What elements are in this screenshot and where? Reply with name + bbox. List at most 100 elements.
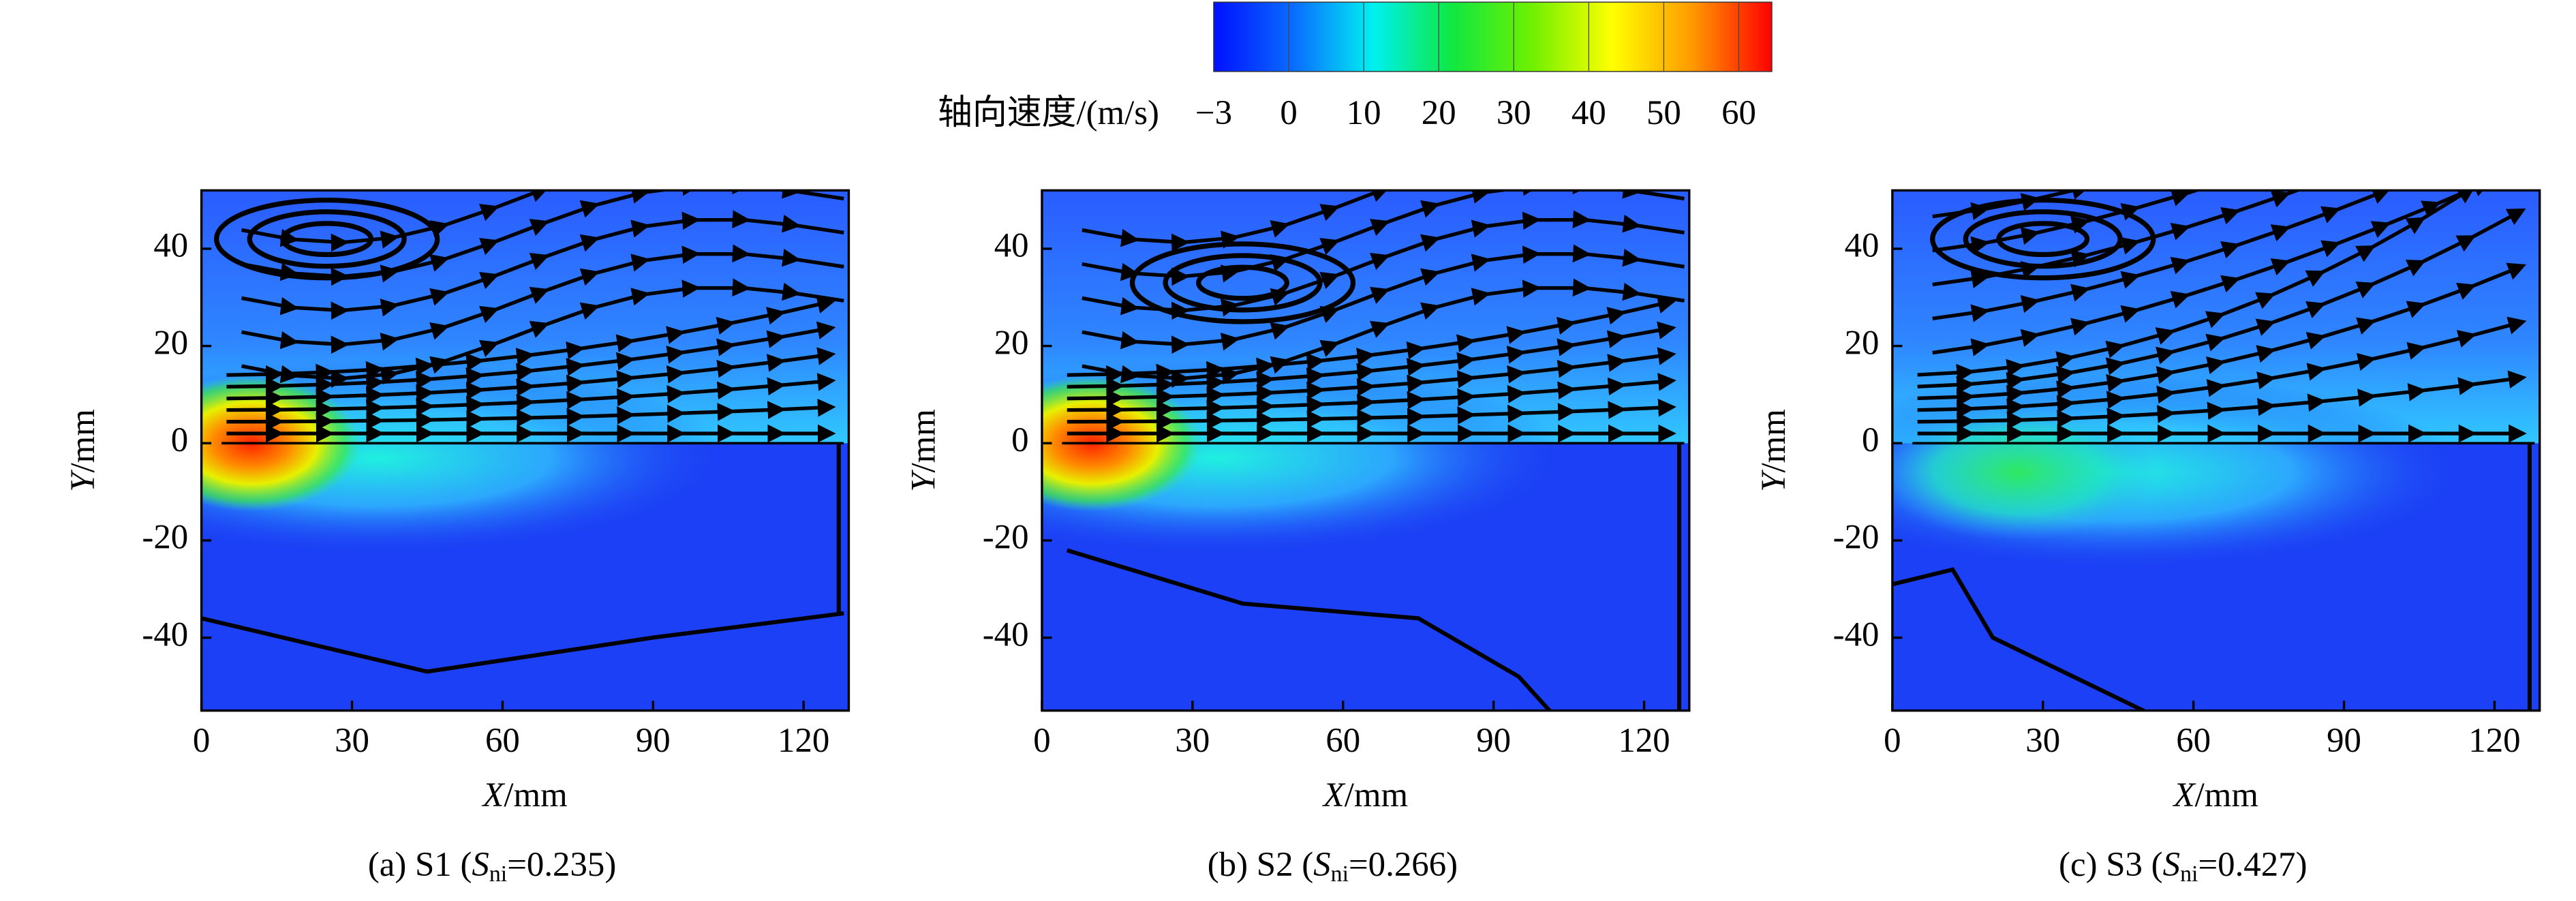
y-tick-label: -40: [983, 615, 1029, 654]
vortex: [1996, 221, 2090, 258]
x-tick-label: 30: [2025, 722, 2060, 760]
x-axis-var: X: [481, 776, 505, 814]
y-axis-unit: /mm: [1755, 409, 1793, 472]
caption-prefix: (a) S1 (: [368, 845, 472, 883]
colorbar-tick-label: 20: [1422, 94, 1456, 132]
x-tick-label: 120: [778, 722, 829, 760]
x-axis-label: X/mm: [481, 776, 567, 814]
y-axis-label: Y/mm: [904, 409, 942, 492]
contour-line: [201, 611, 844, 674]
y-tick-label: 20: [994, 324, 1029, 362]
x-tick-label: 120: [2468, 722, 2520, 760]
streamline: [1082, 190, 1642, 252]
colorbar: [1213, 1, 1773, 72]
heatmap: [201, 190, 849, 711]
y-tick-label: 20: [153, 324, 188, 362]
colorbar-tick-label: 0: [1280, 94, 1297, 132]
caption-suffix: =0.266): [1349, 845, 1458, 883]
caption-symbol: S: [472, 845, 489, 883]
caption: (b) S2 (Sni=0.266): [1208, 845, 1458, 886]
caption-prefix: (b) S2 (: [1208, 845, 1313, 883]
vortex: [247, 209, 407, 269]
y-tick-label: 0: [1862, 421, 1879, 459]
contour-line: [1066, 548, 1552, 711]
y-axis-unit: /mm: [904, 409, 942, 472]
y-tick-label: -40: [142, 615, 188, 654]
x-axis-unit: /mm: [2195, 776, 2258, 814]
streamline: [241, 190, 801, 252]
y-axis-unit: /mm: [64, 409, 102, 472]
vortex: [1930, 197, 2156, 281]
y-tick-label: -40: [1833, 615, 1880, 654]
field-glow: [201, 361, 729, 555]
caption-subscript: ni: [489, 861, 507, 887]
x-axis-unit: /mm: [504, 776, 567, 814]
x-tick-label: 0: [1884, 722, 1901, 760]
x-tick-label: 60: [1325, 722, 1360, 760]
y-tick-label: 0: [171, 421, 188, 459]
streamline: [1932, 190, 2491, 254]
x-tick-label: 30: [335, 722, 369, 760]
x-tick-label: 120: [1618, 722, 1670, 760]
colorbar-label: 轴向速度/(m/s): [938, 94, 1159, 132]
colorbar-tick-label: −3: [1195, 94, 1232, 132]
vortex: [214, 197, 440, 281]
caption-prefix: (c) S3 (: [2059, 845, 2163, 883]
x-tick-label: 0: [193, 722, 210, 760]
colorbar-tick-label: 50: [1646, 94, 1681, 132]
caption-suffix: =0.427): [2198, 845, 2307, 883]
y-tick-label: 40: [153, 227, 188, 265]
y-axis-var: Y: [64, 470, 102, 492]
caption-subscript: ni: [1331, 861, 1349, 887]
caption-symbol: S: [1313, 845, 1330, 883]
x-axis-var: X: [1322, 776, 1346, 814]
colorbar-tick-label: 30: [1497, 94, 1531, 132]
field-glow: [1041, 361, 1569, 555]
caption-symbol: S: [2163, 845, 2180, 883]
plot-frame: [1041, 189, 1691, 712]
vortex: [1129, 241, 1356, 324]
caption: (c) S3 (Sni=0.427): [2059, 845, 2307, 886]
x-axis-unit: /mm: [1345, 776, 1408, 814]
y-tick-label: -20: [1833, 519, 1880, 557]
caption-suffix: =0.235): [507, 845, 616, 883]
colorbar-tick-label: 10: [1347, 94, 1381, 132]
plot-frame: [200, 189, 850, 712]
core: [1892, 404, 2159, 540]
heatmap: [1041, 190, 1689, 711]
vortex: [280, 221, 374, 258]
streamline: [1932, 190, 2491, 221]
x-tick-label: 90: [1476, 722, 1511, 760]
y-tick-label: 40: [1845, 227, 1880, 265]
caption: (a) S1 (Sni=0.235): [368, 845, 617, 886]
vortex: [1163, 253, 1323, 313]
plot-frame: [1891, 189, 2541, 712]
x-tick-label: 60: [2176, 722, 2211, 760]
y-tick-label: -20: [983, 519, 1029, 557]
contour-line: [1892, 567, 2149, 711]
x-tick-label: 60: [485, 722, 520, 760]
x-tick-label: 30: [1175, 722, 1210, 760]
x-axis-label: X/mm: [1322, 776, 1408, 814]
colorbar-tick-label: 40: [1571, 94, 1606, 132]
x-tick-label: 90: [2327, 722, 2361, 760]
y-tick-label: -20: [142, 519, 188, 557]
y-axis-label: Y/mm: [64, 409, 102, 492]
x-axis-var: X: [2173, 776, 2196, 814]
vortex: [1196, 264, 1289, 301]
y-axis-var: Y: [1755, 470, 1793, 492]
heatmap: [1892, 190, 2540, 711]
caption-subscript: ni: [2180, 861, 2198, 887]
y-tick-label: 20: [1845, 324, 1880, 362]
x-tick-label: 0: [1033, 722, 1050, 760]
y-axis-label: Y/mm: [1755, 409, 1793, 492]
y-axis-var: Y: [904, 470, 942, 492]
y-tick-label: 0: [1011, 421, 1028, 459]
x-axis-label: X/mm: [2173, 776, 2258, 814]
y-tick-label: 40: [994, 227, 1029, 265]
x-tick-label: 90: [636, 722, 671, 760]
vortex: [1963, 209, 2123, 269]
colorbar-tick-label: 60: [1721, 94, 1756, 132]
